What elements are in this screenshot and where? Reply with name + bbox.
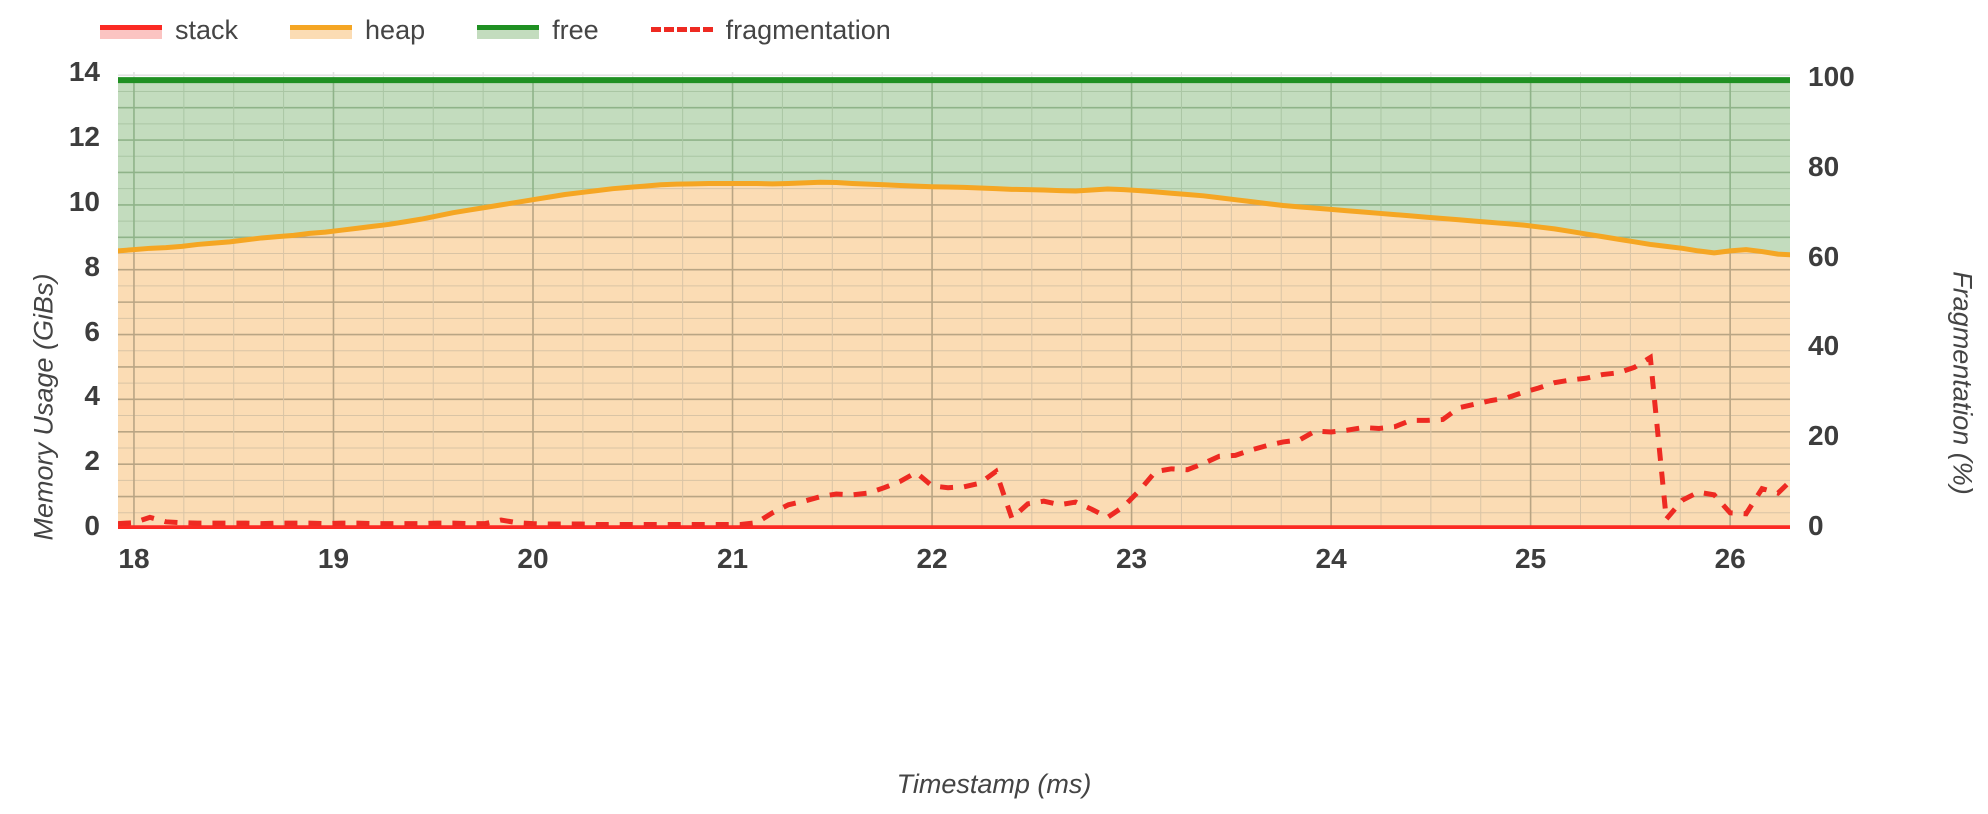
plot-area: [118, 72, 1790, 529]
legend-item-label: fragmentation: [725, 14, 891, 45]
y-axis-left-tick: 8: [84, 250, 100, 282]
y-axis-left-tick: 2: [84, 445, 100, 477]
y-axis-left-tick: 12: [68, 121, 100, 153]
legend-item-label: free: [552, 14, 599, 45]
legend-item-fragmentation[interactable]: fragmentation: [650, 8, 891, 52]
legend-item-stack[interactable]: stack: [100, 8, 238, 52]
x-axis-tick: 21: [716, 543, 749, 574]
legend-item-label: heap: [365, 14, 426, 45]
legend-swatch-fragmentation: [650, 21, 713, 39]
chart-legend: stack heap free fragmentation: [0, 8, 1988, 52]
legend-item-free[interactable]: free: [477, 8, 599, 52]
y-axis-left-tick: 4: [84, 380, 100, 412]
legend-swatch-free: [477, 21, 540, 39]
x-axis-tick: 24: [1315, 543, 1347, 574]
x-axis-tick: 18: [118, 543, 150, 574]
heap-area-fill: [118, 182, 1790, 529]
x-axis-tick: 20: [517, 543, 549, 574]
legend-item-heap[interactable]: heap: [290, 8, 425, 52]
y-axis-left-tick: 14: [68, 56, 100, 88]
legend-swatch-heap: [290, 21, 353, 39]
y-axis-right-tick: 80: [1808, 150, 1840, 182]
y-axis-right-tick: 100: [1808, 61, 1855, 93]
plot-svg: [118, 72, 1790, 529]
y-axis-left-title: Memory Usage (GiBs): [28, 273, 59, 541]
y-axis-left-tick: 0: [84, 510, 100, 541]
legend-swatch-line: [477, 25, 540, 30]
y-axis-right-tick: 40: [1808, 330, 1840, 362]
y-axis-right-tick: 20: [1808, 420, 1840, 452]
x-axis-tick: 25: [1515, 543, 1547, 574]
legend-item-label: stack: [175, 14, 239, 45]
legend-swatch-line: [100, 25, 162, 30]
fragmentation-line: [118, 353, 1790, 528]
legend-swatch-line: [650, 27, 713, 32]
x-axis-tick: 23: [1115, 543, 1148, 574]
y-axis-right-tick: 60: [1808, 240, 1840, 272]
grid-lines: [118, 72, 1790, 529]
legend-swatch-stack: [100, 21, 162, 39]
y-axis-right-title: Fragmentation (%): [1947, 270, 1978, 495]
y-axis-left-tick: 10: [68, 185, 100, 217]
x-axis-tick: 26: [1714, 543, 1746, 574]
x-axis-tick: 22: [916, 543, 948, 574]
x-axis-tick: 19: [317, 543, 350, 574]
y-axis-left-tick: 6: [84, 315, 100, 347]
y-axis-right-tick: 0: [1808, 510, 1824, 541]
heap-line: [118, 179, 1790, 258]
legend-swatch-line: [290, 25, 353, 30]
x-axis-title: Timestamp (ms): [896, 769, 1092, 799]
